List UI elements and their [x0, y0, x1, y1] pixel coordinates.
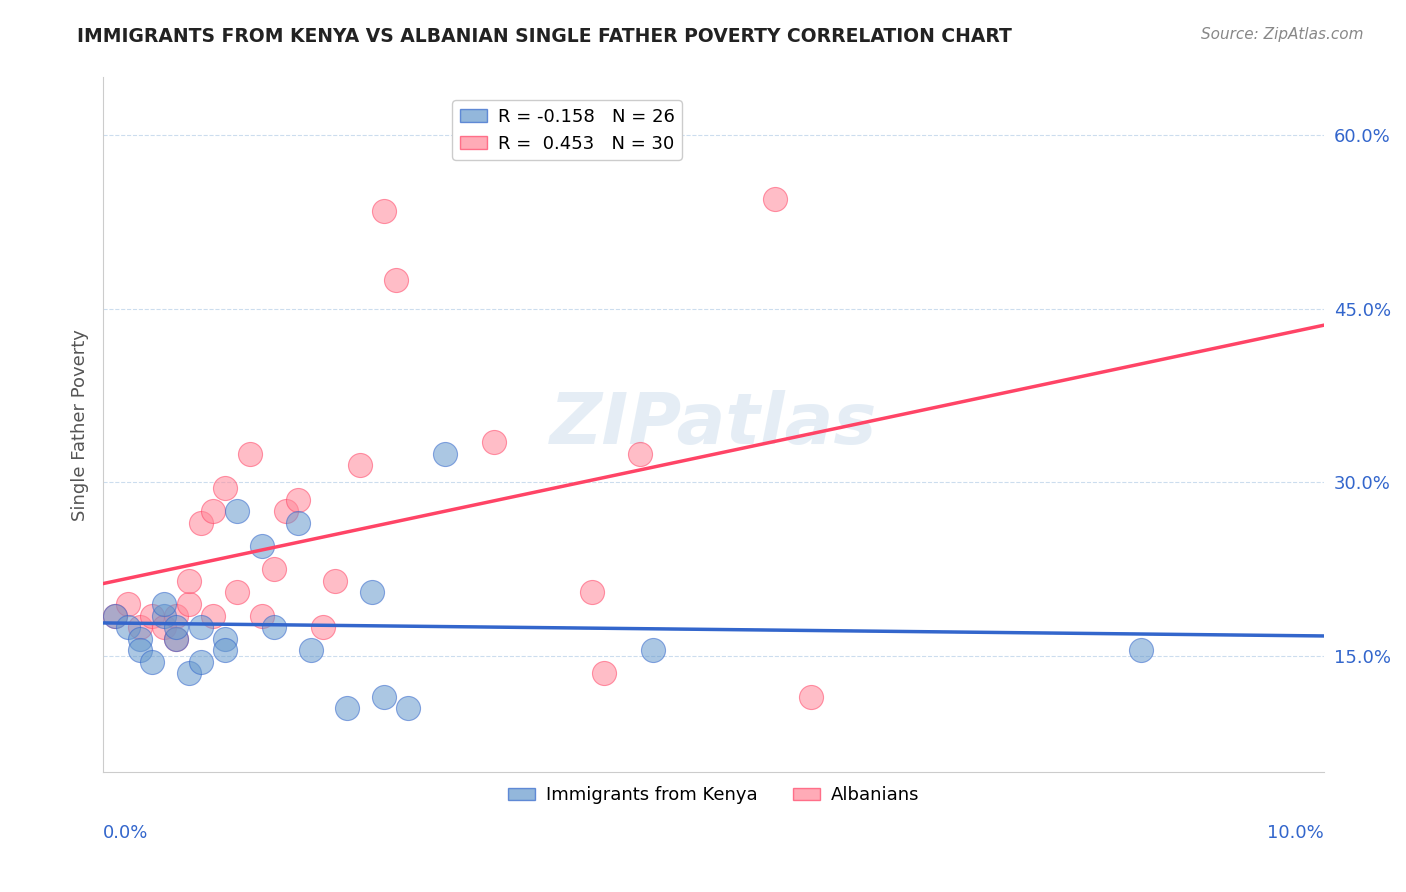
Y-axis label: Single Father Poverty: Single Father Poverty	[72, 328, 89, 521]
Point	[128, 643, 150, 657]
Point	[323, 574, 346, 588]
Point	[250, 539, 273, 553]
Point	[177, 666, 200, 681]
Point	[190, 620, 212, 634]
Point	[312, 620, 335, 634]
Point	[763, 192, 786, 206]
Text: 10.0%: 10.0%	[1267, 824, 1324, 842]
Point	[214, 632, 236, 646]
Point	[202, 608, 225, 623]
Point	[239, 446, 262, 460]
Point	[396, 701, 419, 715]
Point	[141, 655, 163, 669]
Point	[263, 620, 285, 634]
Legend: Immigrants from Kenya, Albanians: Immigrants from Kenya, Albanians	[501, 779, 927, 812]
Point	[628, 446, 651, 460]
Point	[177, 574, 200, 588]
Point	[287, 516, 309, 530]
Point	[117, 620, 139, 634]
Point	[373, 203, 395, 218]
Point	[226, 504, 249, 518]
Point	[336, 701, 359, 715]
Point	[373, 690, 395, 704]
Point	[299, 643, 322, 657]
Point	[287, 492, 309, 507]
Text: Source: ZipAtlas.com: Source: ZipAtlas.com	[1201, 27, 1364, 42]
Point	[153, 620, 176, 634]
Point	[165, 632, 187, 646]
Point	[214, 643, 236, 657]
Point	[202, 504, 225, 518]
Point	[104, 608, 127, 623]
Point	[190, 655, 212, 669]
Point	[177, 597, 200, 611]
Point	[263, 562, 285, 576]
Point	[641, 643, 664, 657]
Point	[592, 666, 614, 681]
Point	[141, 608, 163, 623]
Point	[165, 632, 187, 646]
Text: IMMIGRANTS FROM KENYA VS ALBANIAN SINGLE FATHER POVERTY CORRELATION CHART: IMMIGRANTS FROM KENYA VS ALBANIAN SINGLE…	[77, 27, 1012, 45]
Point	[117, 597, 139, 611]
Point	[165, 608, 187, 623]
Point	[360, 585, 382, 599]
Text: ZIPatlas: ZIPatlas	[550, 390, 877, 459]
Point	[226, 585, 249, 599]
Point	[250, 608, 273, 623]
Point	[349, 458, 371, 472]
Point	[153, 608, 176, 623]
Point	[385, 273, 408, 287]
Point	[165, 620, 187, 634]
Point	[276, 504, 298, 518]
Point	[190, 516, 212, 530]
Point	[1130, 643, 1153, 657]
Point	[153, 597, 176, 611]
Point	[581, 585, 603, 599]
Point	[104, 608, 127, 623]
Point	[128, 632, 150, 646]
Point	[128, 620, 150, 634]
Point	[800, 690, 823, 704]
Text: 0.0%: 0.0%	[103, 824, 149, 842]
Point	[482, 434, 505, 449]
Point	[434, 446, 457, 460]
Point	[214, 481, 236, 495]
